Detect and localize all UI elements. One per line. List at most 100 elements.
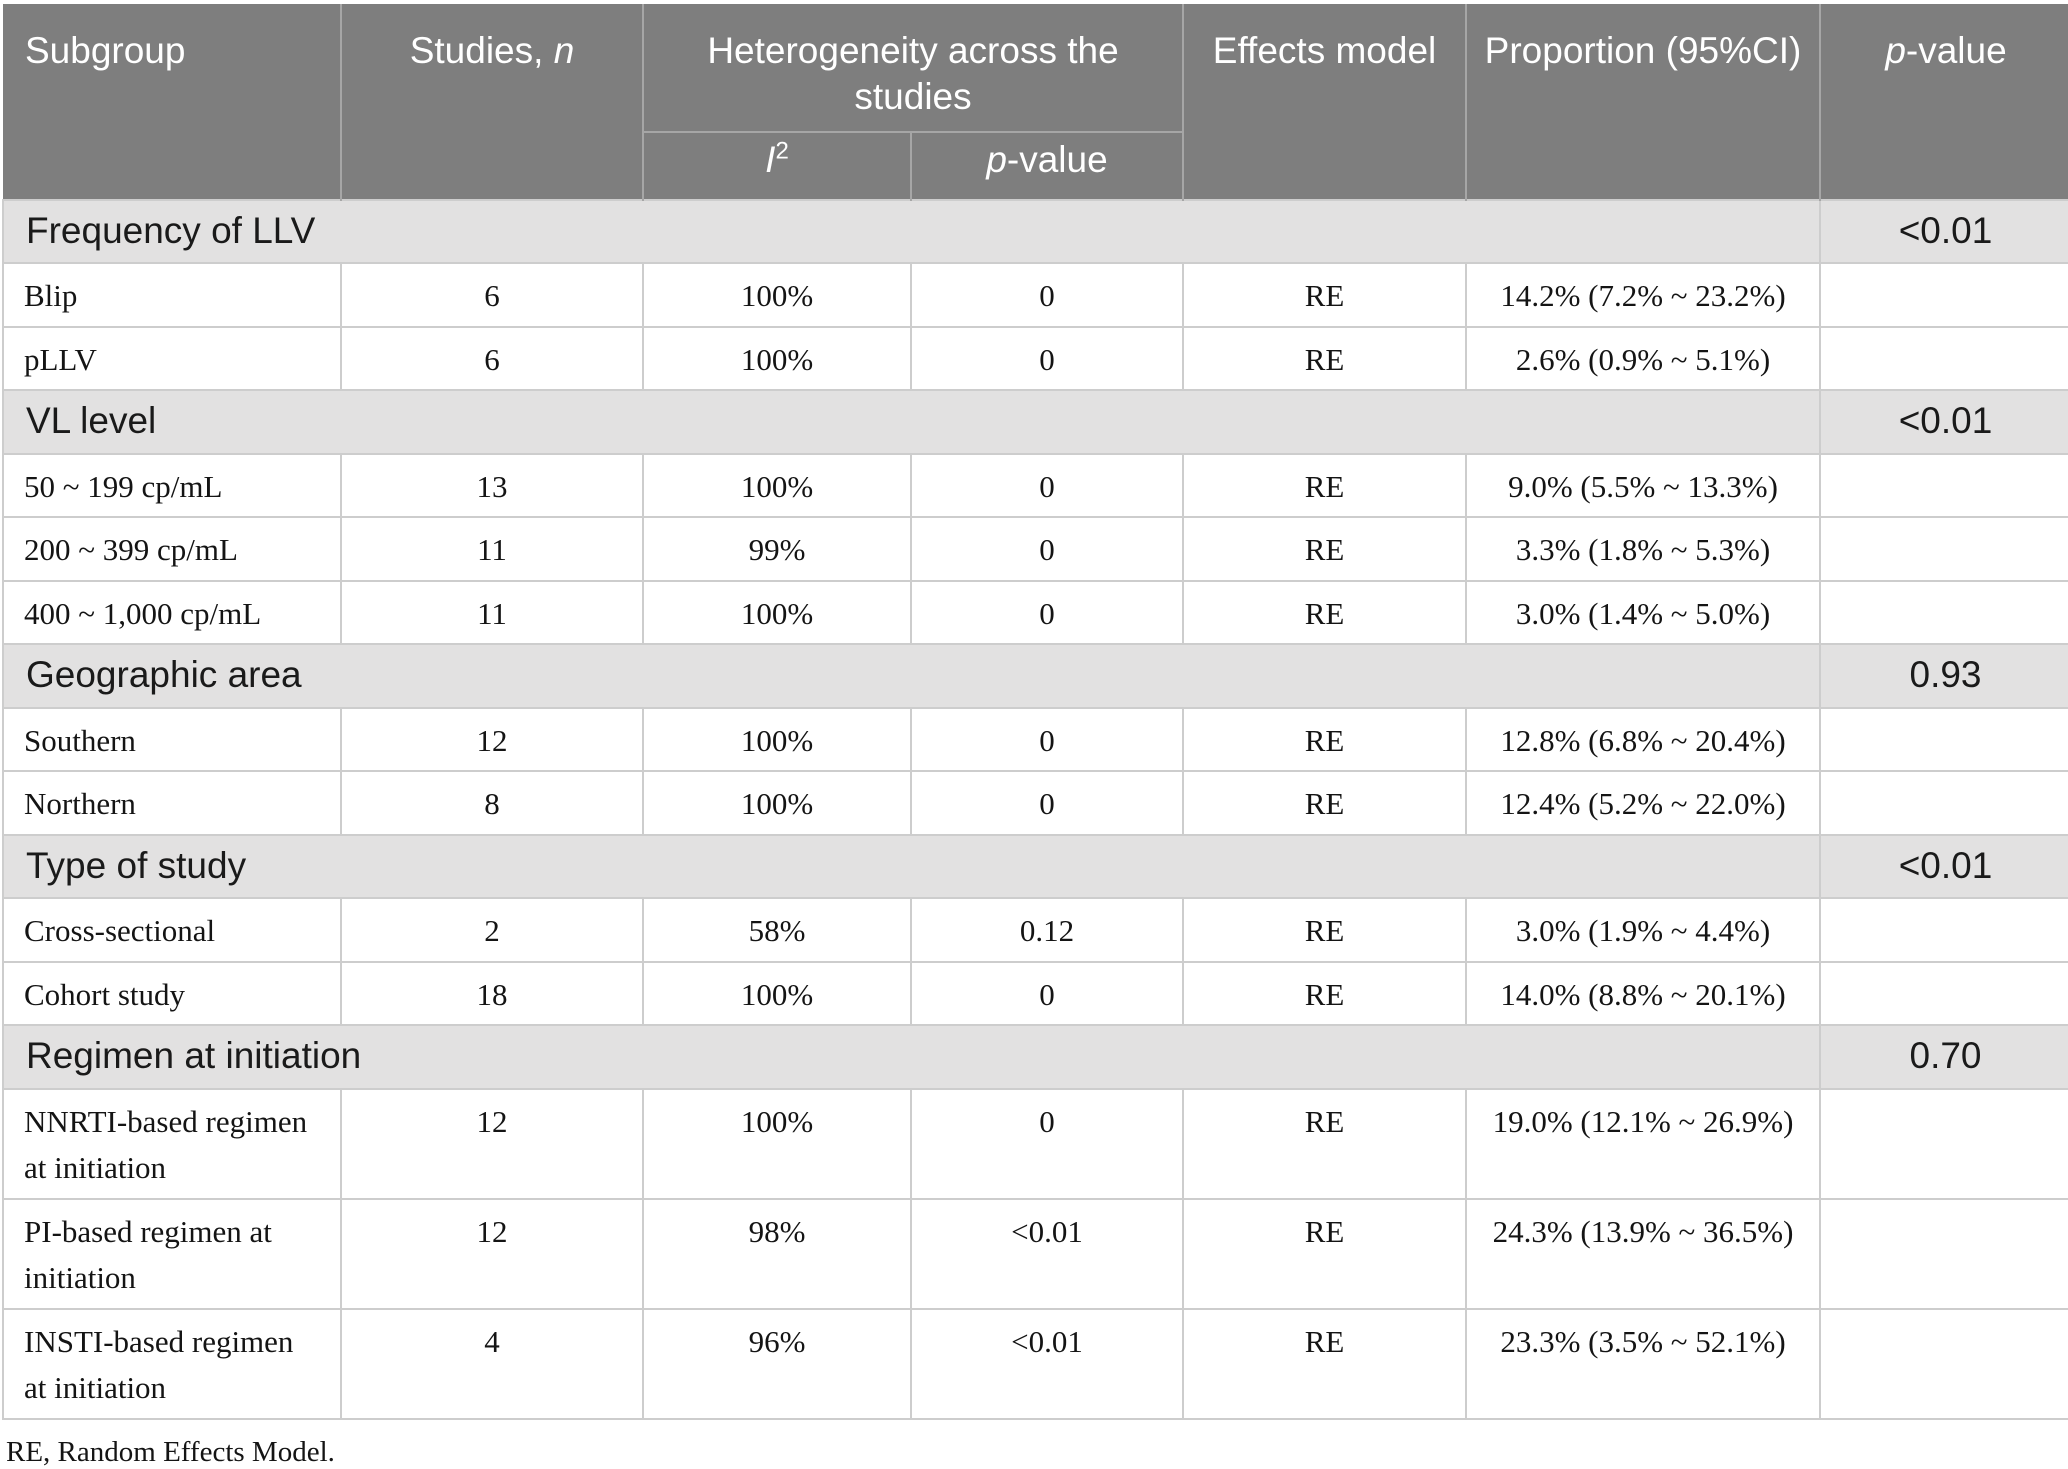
p-value-cell — [1819, 1197, 2068, 1310]
p-value-cell — [1819, 516, 2068, 582]
het-p-value-cell: <0.01 — [909, 1307, 1185, 1420]
subgroup-cell: pLLV — [2, 325, 342, 391]
studies-n-cell: 6 — [340, 325, 644, 391]
p-value-cell — [1819, 262, 2068, 328]
effects-model-cell: RE — [1182, 770, 1468, 836]
effects-model-cell: RE — [1182, 516, 1468, 582]
section-label: Frequency of LLV — [1, 198, 1822, 264]
data-row: Cross-sectional 2 58% 0.12 RE 3.0% (1.9% ~ 4.… — [2, 897, 2068, 963]
studies-n-cell: 2 — [340, 897, 644, 963]
effects-model-cell: RE — [1182, 579, 1468, 645]
data-row: Blip 6 100% 0 RE 14.2% (7.2% ~ 23.2%) — [2, 262, 2068, 328]
data-row: 200 ~ 399 cp/mL 11 99% 0 RE 3.3% (1.8% ~ 5.3%… — [2, 516, 2068, 582]
proportion-cell: 12.8% (6.8% ~ 20.4%) — [1465, 706, 1822, 772]
p-value-cell — [1819, 706, 2068, 772]
i2-cell: 58% — [642, 897, 912, 963]
proportion-cell: 12.4% (5.2% ~ 22.0%) — [1465, 770, 1822, 836]
het-p-italic-p: p — [986, 139, 1007, 181]
i2-cell: 100% — [642, 452, 912, 518]
studies-n-cell: 12 — [340, 706, 644, 772]
subgroup-analysis-table: Subgroup Studies, n Heterogeneity across… — [1, 4, 2068, 1420]
studies-label-text: Studies, — [409, 30, 554, 71]
data-row: Cohort study 18 100% 0 RE 14.0% (8.8% ~ 20.1%… — [2, 960, 2068, 1026]
effects-model-cell: RE — [1182, 1087, 1468, 1200]
section-p-value: <0.01 — [1819, 833, 2068, 899]
effects-model-cell: RE — [1182, 1307, 1468, 1420]
het-p-rest: -value — [1006, 139, 1108, 181]
effects-model-cell: RE — [1182, 262, 1468, 328]
proportion-cell: 23.3% (3.5% ~ 52.1%) — [1465, 1307, 1822, 1420]
subgroup-cell: Southern — [2, 706, 342, 772]
subgroup-cell: Cohort study — [2, 960, 342, 1026]
studies-n-cell: 8 — [340, 770, 644, 836]
effects-model-cell: RE — [1182, 325, 1468, 391]
table-footnote: RE, Random Effects Model. — [6, 1435, 335, 1468]
section-p-value: <0.01 — [1819, 389, 2068, 455]
i2-cell: 99% — [642, 516, 912, 582]
subgroup-cell: INSTI-based regimen at initiation — [2, 1307, 342, 1420]
section-label: Regimen at initiation — [1, 1024, 1822, 1090]
subgroup-cell: NNRTI-based regimen at initiation — [2, 1087, 342, 1200]
proportion-cell: 14.2% (7.2% ~ 23.2%) — [1465, 262, 1822, 328]
i2-cell: 100% — [642, 579, 912, 645]
het-p-value-cell: 0 — [909, 516, 1185, 582]
subgroup-cell: 200 ~ 399 cp/mL — [2, 516, 342, 582]
subgroup-cell: PI-based regimen at initiation — [2, 1197, 342, 1310]
p-value-cell — [1819, 1307, 2068, 1420]
p-value-italic-p: p — [1885, 30, 1906, 71]
p-value-cell — [1819, 325, 2068, 391]
p-value-cell — [1819, 1087, 2068, 1200]
data-row: INSTI-based regimen at initiation 4 96% <0.… — [2, 1307, 2068, 1420]
i2-italic-i: I — [765, 139, 776, 181]
data-row: Southern 12 100% 0 RE 12.8% (6.8% ~ 20.4%) — [2, 706, 2068, 772]
het-p-value-cell: 0 — [909, 452, 1185, 518]
proportion-cell: 3.0% (1.4% ~ 5.0%) — [1465, 579, 1822, 645]
i2-cell: 100% — [642, 960, 912, 1026]
col-header-het-p-value: p-value — [909, 131, 1184, 200]
i2-superscript: 2 — [775, 138, 789, 166]
subgroup-cell: Northern — [2, 770, 342, 836]
i2-cell: 100% — [642, 706, 912, 772]
i2-cell: 100% — [642, 325, 912, 391]
data-row: pLLV 6 100% 0 RE 2.6% (0.9% ~ 5.1%) — [2, 325, 2068, 391]
i2-cell: 98% — [642, 1197, 912, 1310]
col-header-studies-n: Studies, n — [340, 4, 643, 200]
section-p-value: <0.01 — [1819, 198, 2068, 264]
p-value-cell — [1819, 579, 2068, 645]
proportion-cell: 24.3% (13.9% ~ 36.5%) — [1465, 1197, 1822, 1310]
het-p-value-cell: 0 — [909, 960, 1185, 1026]
section-row: Frequency of LLV <0.01 — [1, 198, 2068, 264]
studies-n-cell: 11 — [340, 579, 644, 645]
studies-n-cell: 12 — [340, 1197, 644, 1310]
p-value-rest: -value — [1905, 30, 2007, 71]
i2-cell: 100% — [642, 1087, 912, 1200]
het-p-value-cell: 0 — [909, 1087, 1185, 1200]
proportion-cell: 19.0% (12.1% ~ 26.9%) — [1465, 1087, 1822, 1200]
section-label: VL level — [1, 389, 1822, 455]
effects-model-cell: RE — [1182, 706, 1468, 772]
effects-model-cell: RE — [1182, 960, 1468, 1026]
p-value-cell — [1819, 770, 2068, 836]
col-header-proportion: Proportion (95%CI) — [1465, 4, 1821, 200]
subgroup-cell: Cross-sectional — [2, 897, 342, 963]
studies-n-cell: 11 — [340, 516, 644, 582]
col-header-p-value: p-value — [1819, 4, 2068, 200]
effects-model-cell: RE — [1182, 1197, 1468, 1310]
proportion-cell: 3.0% (1.9% ~ 4.4%) — [1465, 897, 1822, 963]
col-header-subgroup: Subgroup — [3, 4, 341, 200]
i2-cell: 100% — [642, 262, 912, 328]
col-header-heterogeneity: Heterogeneity across the studies — [641, 4, 1184, 133]
section-row: Type of study <0.01 — [1, 833, 2068, 899]
col-header-effects-model: Effects model — [1182, 4, 1467, 200]
studies-n-cell: 6 — [340, 262, 644, 328]
subgroup-cell: 400 ~ 1,000 cp/mL — [2, 579, 342, 645]
effects-model-cell: RE — [1182, 452, 1468, 518]
het-p-value-cell: 0.12 — [909, 897, 1185, 963]
p-value-cell — [1819, 960, 2068, 1026]
het-p-value-cell: 0 — [909, 706, 1185, 772]
het-p-value-cell: <0.01 — [909, 1197, 1185, 1310]
i2-cell: 96% — [642, 1307, 912, 1420]
section-label: Geographic area — [1, 643, 1822, 709]
table-header: Subgroup Studies, n Heterogeneity across… — [3, 4, 2068, 200]
p-value-cell — [1819, 452, 2068, 518]
